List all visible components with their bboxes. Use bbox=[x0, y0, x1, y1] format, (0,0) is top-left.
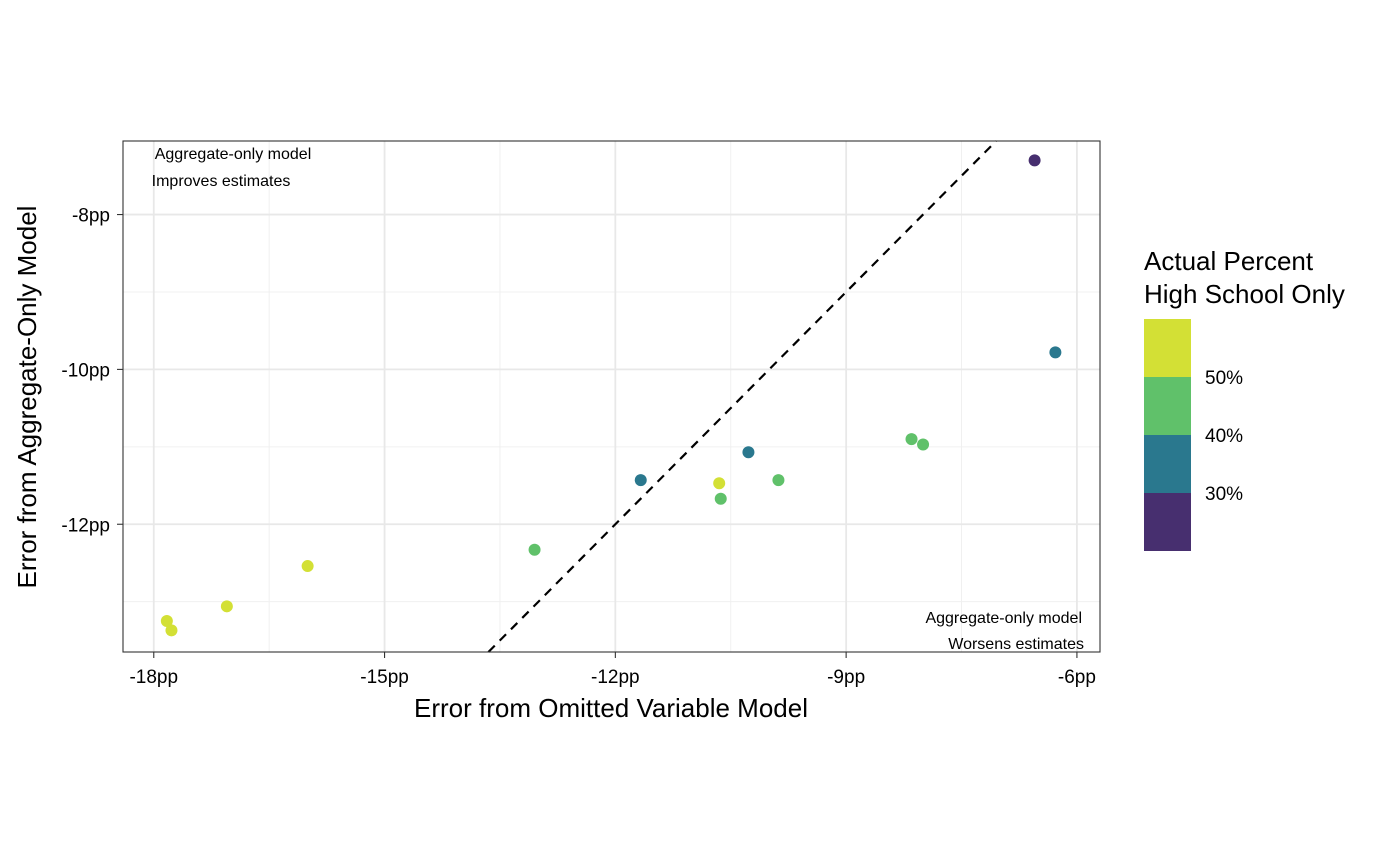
data-point bbox=[713, 477, 726, 490]
annotations: Aggregate-only model Improves estimates Ag… bbox=[152, 146, 1084, 653]
legend-color-bin bbox=[1144, 493, 1191, 551]
data-point bbox=[714, 492, 727, 505]
x-tick-label: -18pp bbox=[129, 667, 178, 688]
axes: -18pp -15pp -12pp -9pp -6pp -8pp -10pp -12pp bbox=[61, 206, 1096, 688]
data-point bbox=[634, 474, 647, 487]
data-point bbox=[772, 474, 785, 487]
legend-title-line: High School Only bbox=[1144, 279, 1345, 309]
data-point bbox=[165, 624, 178, 637]
data-point bbox=[917, 438, 930, 451]
y-tick-label: -10pp bbox=[61, 360, 110, 381]
legend-title-line: Actual Percent bbox=[1144, 246, 1314, 276]
data-point bbox=[1049, 346, 1062, 359]
legend-label: 40% bbox=[1205, 426, 1243, 447]
plot-panel-border bbox=[122, 140, 1101, 653]
annotation-top-left-line1: Aggregate-only model bbox=[155, 146, 312, 163]
data-point bbox=[905, 433, 918, 446]
legend-label: 30% bbox=[1205, 484, 1243, 505]
x-tick-label: -6pp bbox=[1058, 667, 1096, 688]
data-point bbox=[742, 446, 755, 459]
data-point bbox=[1028, 154, 1041, 167]
data-points bbox=[160, 154, 1062, 637]
x-tick-label: -12pp bbox=[591, 667, 640, 688]
data-point bbox=[301, 560, 314, 573]
reference-line-group bbox=[487, 140, 997, 653]
x-tick-label: -9pp bbox=[827, 667, 865, 688]
grid-lines bbox=[123, 141, 1100, 652]
annotation-bottom-right-line2: Worsens estimates bbox=[948, 636, 1084, 653]
legend-label: 50% bbox=[1205, 368, 1243, 389]
x-tick-label: -15pp bbox=[360, 667, 409, 688]
annotation-bottom-right-line1: Aggregate-only model bbox=[925, 610, 1082, 627]
x-axis-label: Error from Omitted Variable Model bbox=[414, 693, 808, 723]
legend-color-bin bbox=[1144, 377, 1191, 435]
plot-panel-background bbox=[123, 141, 1100, 652]
data-point bbox=[160, 615, 173, 628]
data-point bbox=[528, 543, 541, 556]
legend-color-bin bbox=[1144, 435, 1191, 493]
legend-color-bin bbox=[1144, 319, 1191, 377]
y-tick-label: -12pp bbox=[61, 515, 110, 536]
annotation-top-left-line2: Improves estimates bbox=[152, 173, 291, 190]
reference-line bbox=[487, 140, 997, 653]
y-axis-label: Error from Aggregate-Only Model bbox=[12, 206, 42, 589]
data-point bbox=[220, 600, 233, 613]
y-tick-label: -8pp bbox=[72, 206, 110, 227]
